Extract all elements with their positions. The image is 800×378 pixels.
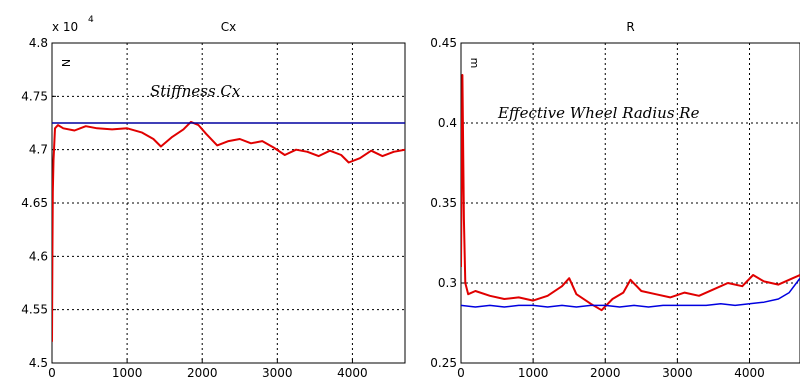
chart-effective-wheel-radius: 0 1000 2000 3000 4000 0.25 0.3 0.35 0.4 0.45 Rm Eff… (430, 20, 800, 378)
series-line (461, 277, 800, 308)
y-tick-label: 0.3 (438, 276, 457, 290)
x-tick-label: 1000 (112, 366, 143, 378)
series-line (461, 74, 800, 312)
y-tick-label: 4.7 (29, 143, 48, 157)
series-line (52, 120, 405, 342)
x-tick-label: 4000 (337, 366, 368, 378)
unit-label: m (468, 58, 481, 69)
x-tick-label: 0 (48, 366, 56, 378)
chart-title: R (626, 20, 634, 34)
y-tick-label: 0.45 (430, 36, 457, 50)
x-tick-label: 4000 (734, 366, 765, 378)
y-tick-label: 4.75 (21, 89, 48, 103)
chart-stiffness-cx: 0 1000 2000 3000 4000 4.5 4.55 4.6 4.65 4.7 4.75 4.… (21, 15, 406, 378)
y-exponent-label: x 10 (52, 20, 78, 34)
x-tick-label: 1000 (518, 366, 549, 378)
x-tick-label: 2000 (187, 366, 218, 378)
y-tick-label: 4.6 (29, 249, 48, 263)
x-tick-label: 3000 (662, 366, 693, 378)
y-tick-label: 4.65 (21, 196, 48, 210)
y-tick-label: 4.5 (29, 356, 48, 370)
annotation-label: Effective Wheel Radius Re (497, 104, 700, 122)
chart-title: Cx (221, 20, 236, 34)
x-tick-label: 0 (457, 366, 465, 378)
unit-label: N (59, 59, 72, 67)
y-tick-label: 0.35 (430, 196, 457, 210)
x-tick-label: 2000 (590, 366, 621, 378)
y-tick-label: 0.4 (438, 116, 457, 130)
y-exponent-power: 4 (88, 15, 94, 25)
annotation-label: Stiffness Cx (150, 82, 241, 100)
y-tick-label: 4.8 (29, 36, 48, 50)
x-tick-label: 3000 (262, 366, 293, 378)
y-tick-label: 0.25 (430, 356, 457, 370)
y-tick-label: 4.55 (21, 303, 48, 317)
